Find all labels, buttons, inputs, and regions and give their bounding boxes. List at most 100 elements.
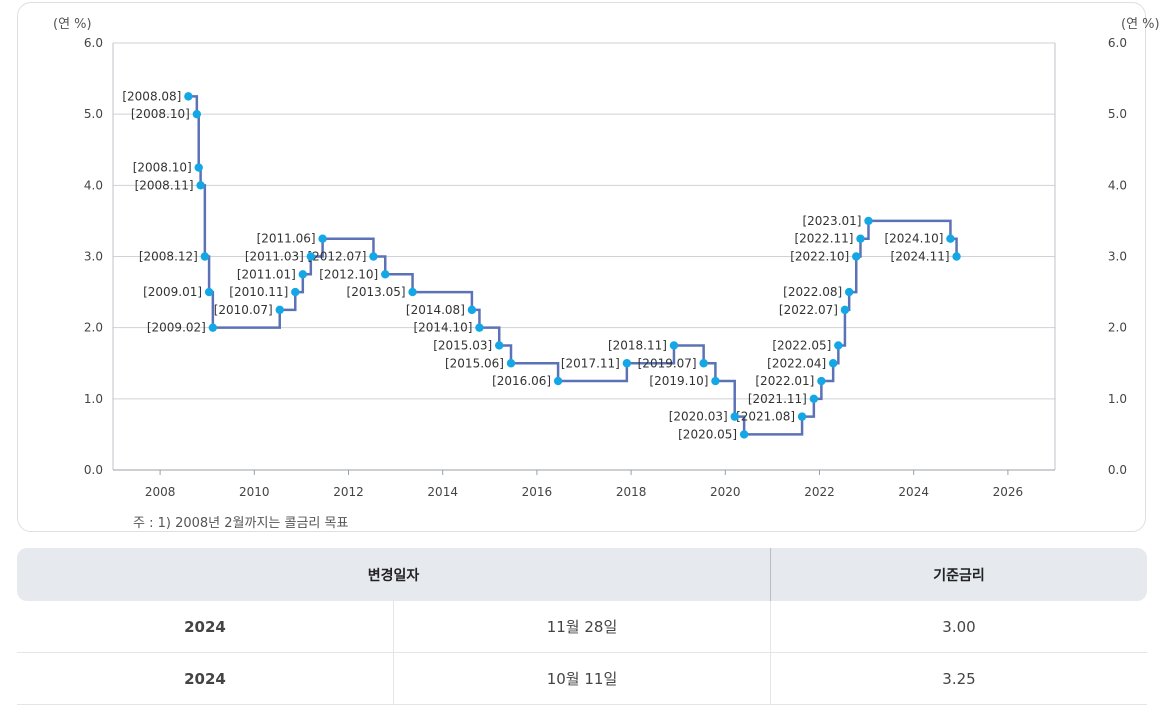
row-day: 11월 28일 [394, 601, 771, 652]
point-label: [2008.11] [135, 178, 194, 192]
point-label: [2010.11] [229, 285, 288, 299]
x-tick-label: 2018 [616, 485, 647, 499]
chart-card [17, 2, 1146, 532]
y-tick-label-right: 0.0 [1108, 463, 1127, 477]
point-label: [2015.03] [433, 338, 492, 352]
data-point [208, 323, 218, 332]
data-point [184, 92, 193, 101]
y-tick-label-left: 3.0 [84, 250, 103, 264]
policy-rate-chart: 0.0 0.0 1.0 1.0 2.0 2.0 3.0 3.0 4.0 4.0 5.0 5.0 6.0 6… [53, 17, 1160, 499]
rate-change-table: 변경일자 기준금리 2024 11월 28일 3.00 2024 10월 11일… [17, 548, 1147, 705]
point-label: [2010.07] [214, 303, 273, 317]
point-label: [2022.04] [767, 356, 826, 370]
point-label: [2008.12] [139, 250, 198, 264]
data-point [192, 109, 202, 119]
point-label: [2024.10] [884, 232, 943, 246]
y-tick-label-right: 1.0 [1108, 392, 1127, 406]
data-point [739, 430, 749, 439]
y-tick-label-left: 4.0 [84, 178, 103, 192]
point-label: [2011.06] [257, 232, 316, 246]
y-tick-label-right: 3.0 [1108, 250, 1127, 264]
axes: 0.0 0.0 1.0 1.0 2.0 2.0 3.0 3.0 4.0 4.0 5.0 5.0 6.0 6… [84, 36, 1127, 499]
header-base-rate: 기준금리 [933, 567, 985, 584]
x-tick-label: 2016 [522, 485, 553, 499]
point-label: [2021.08] [736, 410, 795, 424]
point-label: [2012.10] [319, 267, 378, 281]
header-change-date: 변경일자 [17, 548, 771, 601]
data-point [834, 341, 843, 350]
point-label: [2008.08] [122, 89, 181, 103]
data-point [809, 394, 819, 404]
data-point [306, 252, 316, 261]
point-label: [2022.11] [794, 232, 853, 246]
point-label: [2018.11] [608, 338, 667, 352]
point-label: [2020.05] [678, 427, 737, 441]
y-tick-label-right: 6.0 [1108, 36, 1127, 50]
x-tick-label: 2012 [333, 485, 364, 499]
data-point [194, 163, 203, 172]
data-point [475, 323, 484, 332]
data-point [553, 376, 563, 386]
x-tick-label: 2008 [145, 485, 176, 499]
point-label: [2024.11] [891, 250, 950, 264]
y-axis-unit-left: (연 %) [53, 17, 92, 32]
data-point [797, 412, 807, 421]
data-point [408, 287, 417, 297]
point-label: [2011.01] [237, 267, 296, 281]
y-tick-label-left: 1.0 [84, 392, 103, 406]
data-point [852, 252, 861, 261]
y-tick-label-right: 4.0 [1108, 178, 1127, 192]
point-label: [2022.07] [779, 303, 838, 317]
x-tick-label: 2010 [239, 485, 270, 499]
data-point [204, 287, 214, 297]
y-tick-label-left: 6.0 [84, 36, 103, 50]
row-year: 2024 [17, 653, 394, 704]
point-label: [2014.10] [413, 321, 472, 335]
point-label: [2021.11] [748, 392, 807, 406]
point-label: [2022.10] [790, 250, 849, 264]
y-tick-label-left: 5.0 [84, 107, 103, 121]
data-point [318, 234, 327, 243]
row-rate: 3.25 [942, 669, 976, 688]
x-tick-label: 2024 [898, 485, 929, 499]
row-day: 10월 11일 [394, 653, 771, 704]
data-point [291, 287, 300, 297]
row-year: 2024 [17, 601, 394, 652]
table-row: 2024 10월 11일 3.25 [17, 653, 1147, 705]
data-point [711, 376, 720, 386]
point-label: [2008.10] [133, 161, 192, 175]
y-tick-label-left: 2.0 [84, 321, 103, 335]
point-label: [2017.11] [561, 356, 620, 370]
y-tick-label-right: 5.0 [1108, 107, 1127, 121]
point-labels: [2008.08] [2008.10] [2008.10] [2008.11] [200… [122, 89, 949, 441]
x-tick-label: 2026 [993, 485, 1024, 499]
y-tick-label-left: 0.0 [84, 463, 103, 477]
chart-footnote: 주 : 1) 2008년 2월까지는 콜금리 목표 [133, 516, 349, 531]
point-label: [2015.06] [445, 356, 504, 370]
data-point [275, 305, 284, 315]
data-point [864, 216, 873, 226]
data-point [495, 341, 504, 350]
data-point [200, 252, 210, 261]
data-point [730, 412, 739, 421]
data-point [952, 252, 961, 261]
x-tick-label: 2020 [710, 485, 741, 499]
x-tick-label: 2022 [804, 485, 835, 499]
point-label: [2009.02] [147, 321, 206, 335]
data-point [298, 270, 308, 279]
data-point [196, 181, 205, 190]
x-tick-label: 2014 [427, 485, 458, 499]
point-label: [2019.07] [638, 356, 697, 370]
data-point [828, 359, 838, 368]
data-point [369, 252, 378, 261]
table-row: 2024 11월 28일 3.00 [17, 601, 1147, 653]
data-point [946, 234, 955, 243]
data-point [840, 305, 850, 315]
point-label: [2016.06] [492, 374, 551, 388]
point-label: [2023.01] [802, 214, 861, 228]
point-label: [2012.07] [307, 250, 366, 264]
data-point [467, 305, 477, 315]
table-header: 변경일자 기준금리 [17, 548, 1147, 601]
rate-step-line [188, 95, 958, 436]
data-point [622, 359, 632, 368]
